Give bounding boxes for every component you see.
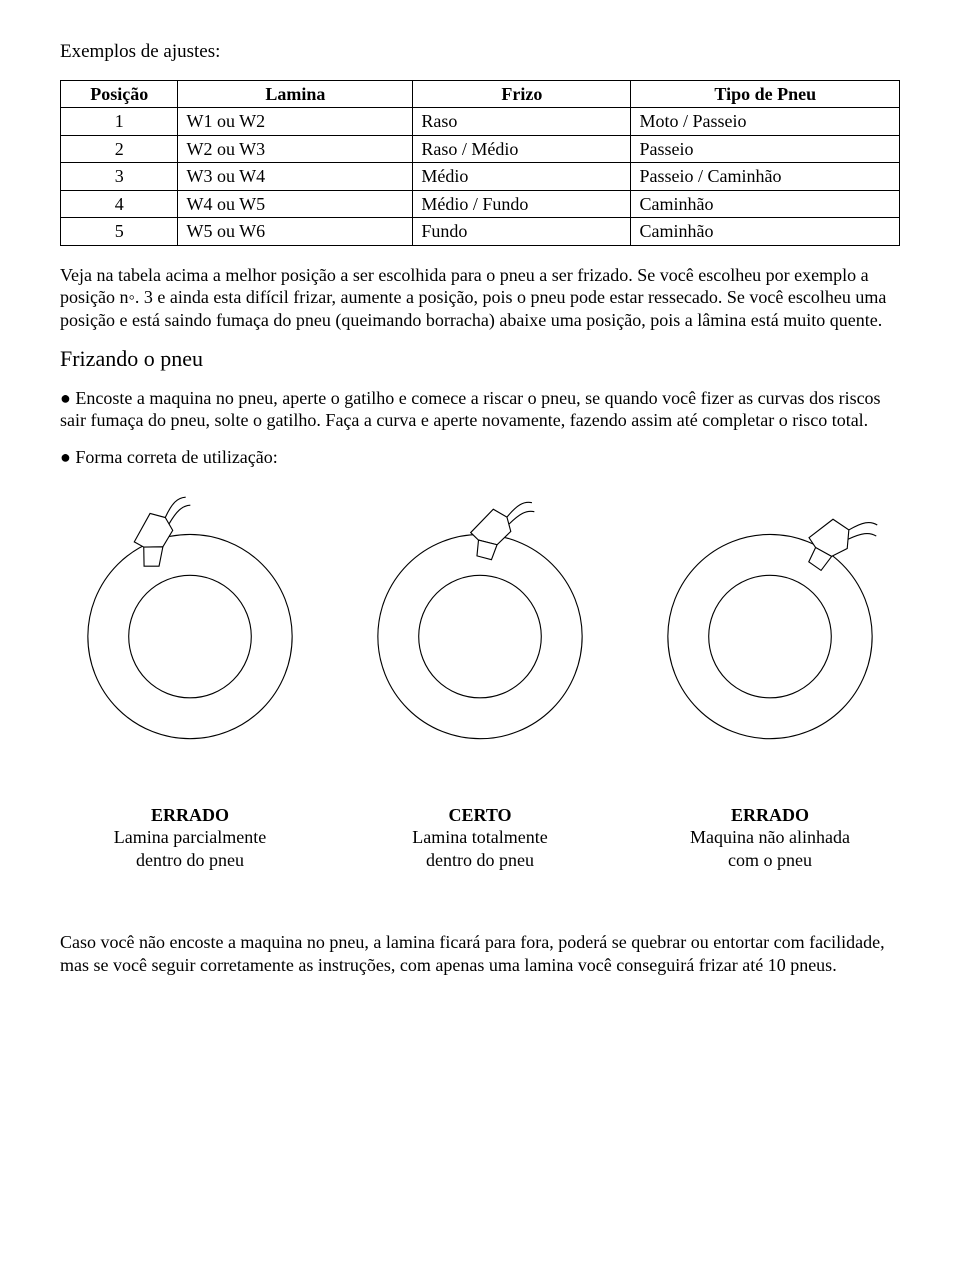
caption-line: dentro do pneu <box>350 849 610 872</box>
caption-line: Lamina totalmente <box>350 826 610 849</box>
col-header-tipo: Tipo de Pneu <box>631 80 900 108</box>
bullet-instruction-2: ● Forma correta de utilização: <box>60 446 900 469</box>
diagram-correct <box>350 488 610 754</box>
cell-lamina: W1 ou W2 <box>178 108 413 136</box>
cell-frizo: Fundo <box>413 218 631 246</box>
table-row: 3 W3 ou W4 Médio Passeio / Caminhão <box>61 163 900 191</box>
col-header-frizo: Frizo <box>413 80 631 108</box>
cell-tipo: Moto / Passeio <box>631 108 900 136</box>
caption-line: Lamina parcialmente <box>60 826 320 849</box>
cell-posicao: 3 <box>61 163 178 191</box>
caption-row: ERRADO Lamina parcialmente dentro do pne… <box>60 804 900 872</box>
page-title: Exemplos de ajustes: <box>60 40 900 64</box>
diagram-wrong-misaligned <box>640 488 900 754</box>
cell-frizo: Médio / Fundo <box>413 190 631 218</box>
cell-lamina: W5 ou W6 <box>178 218 413 246</box>
cell-tipo: Caminhão <box>631 218 900 246</box>
caption-line: com o pneu <box>640 849 900 872</box>
table-row: 4 W4 ou W5 Médio / Fundo Caminhão <box>61 190 900 218</box>
cell-lamina: W4 ou W5 <box>178 190 413 218</box>
caption-correct: CERTO Lamina totalmente dentro do pneu <box>350 804 610 872</box>
table-row: 2 W2 ou W3 Raso / Médio Passeio <box>61 135 900 163</box>
caption-line: Maquina não alinhada <box>640 826 900 849</box>
bullet-instruction-1: ● Encoste a maquina no pneu, aperte o ga… <box>60 387 900 432</box>
caption-title: CERTO <box>350 804 610 827</box>
tire-diagram-icon <box>350 488 610 748</box>
cell-posicao: 4 <box>61 190 178 218</box>
section-heading-frizando: Frizando o pneu <box>60 345 900 373</box>
col-header-posicao: Posição <box>61 80 178 108</box>
table-row: 5 W5 ou W6 Fundo Caminhão <box>61 218 900 246</box>
cell-lamina: W3 ou W4 <box>178 163 413 191</box>
cell-frizo: Raso <box>413 108 631 136</box>
table-header-row: Posição Lamina Frizo Tipo de Pneu <box>61 80 900 108</box>
cell-posicao: 1 <box>61 108 178 136</box>
tire-diagram-icon <box>640 488 900 748</box>
cell-tipo: Caminhão <box>631 190 900 218</box>
caption-wrong-partial: ERRADO Lamina parcialmente dentro do pne… <box>60 804 320 872</box>
cell-posicao: 5 <box>61 218 178 246</box>
cell-posicao: 2 <box>61 135 178 163</box>
paragraph-instructions: Veja na tabela acima a melhor posição a … <box>60 264 900 332</box>
diagram-row <box>60 488 900 754</box>
cell-frizo: Raso / Médio <box>413 135 631 163</box>
cell-frizo: Médio <box>413 163 631 191</box>
caption-line: dentro do pneu <box>60 849 320 872</box>
col-header-lamina: Lamina <box>178 80 413 108</box>
cell-tipo: Passeio <box>631 135 900 163</box>
cell-tipo: Passeio / Caminhão <box>631 163 900 191</box>
diagram-wrong-partial <box>60 488 320 754</box>
adjustments-table: Posição Lamina Frizo Tipo de Pneu 1 W1 o… <box>60 80 900 246</box>
caption-title: ERRADO <box>60 804 320 827</box>
cell-lamina: W2 ou W3 <box>178 135 413 163</box>
tire-diagram-icon <box>60 488 320 748</box>
caption-wrong-misaligned: ERRADO Maquina não alinhada com o pneu <box>640 804 900 872</box>
table-row: 1 W1 ou W2 Raso Moto / Passeio <box>61 108 900 136</box>
caption-title: ERRADO <box>640 804 900 827</box>
paragraph-final: Caso você não encoste a maquina no pneu,… <box>60 931 900 976</box>
